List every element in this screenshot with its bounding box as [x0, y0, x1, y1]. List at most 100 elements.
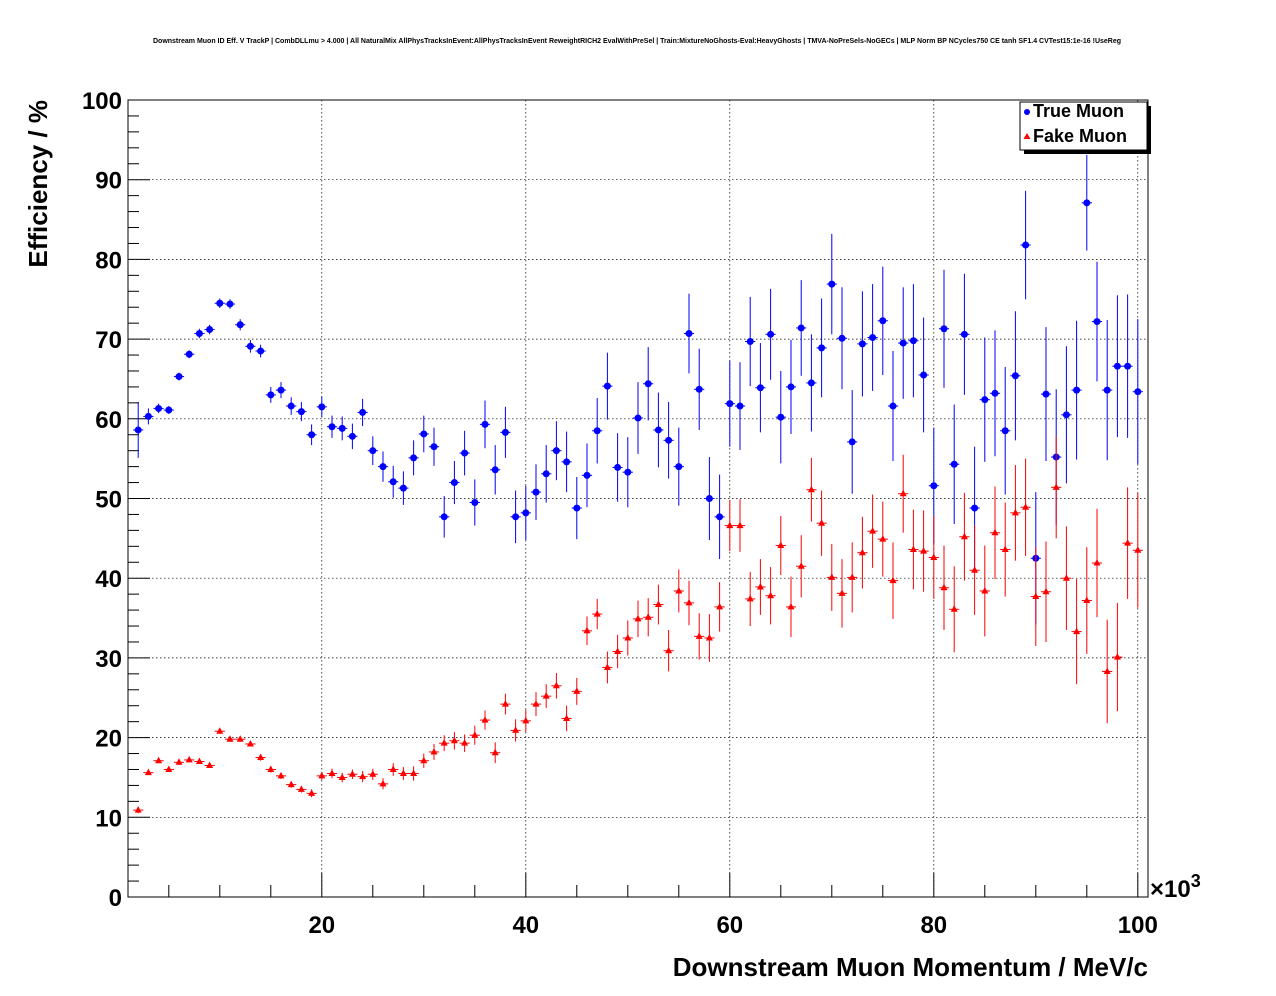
data-point	[765, 288, 776, 380]
data-point	[469, 725, 480, 745]
marker-circle	[1103, 386, 1111, 394]
data-point	[224, 735, 236, 742]
data-point	[275, 382, 287, 399]
marker-circle	[767, 330, 775, 338]
grid-lines	[128, 100, 1148, 897]
marker-circle	[461, 449, 469, 457]
marker-triangle	[501, 700, 509, 707]
marker-circle	[909, 337, 917, 345]
marker-triangle	[512, 726, 520, 733]
data-point	[887, 542, 899, 619]
data-point	[530, 692, 542, 717]
data-point	[428, 427, 440, 466]
data-point	[826, 543, 837, 611]
data-point	[632, 382, 644, 454]
data-point	[1071, 320, 1082, 460]
data-point	[816, 298, 827, 398]
marker-triangle	[879, 535, 887, 542]
data-point	[214, 298, 225, 309]
marker-triangle	[216, 727, 224, 734]
marker-triangle	[960, 532, 968, 540]
data-point	[724, 500, 735, 552]
data-point	[357, 771, 368, 783]
data-point	[1112, 602, 1123, 712]
marker-circle	[971, 504, 979, 512]
marker-triangle	[226, 735, 234, 742]
marker-triangle	[920, 547, 928, 554]
marker-triangle	[328, 769, 336, 776]
marker-triangle	[858, 548, 866, 556]
data-point	[785, 576, 797, 638]
marker-triangle	[899, 489, 907, 497]
data-point	[714, 582, 725, 632]
marker-triangle	[389, 765, 397, 772]
data-point	[663, 402, 674, 479]
marker-triangle	[471, 731, 479, 738]
data-point	[632, 600, 644, 638]
data-point	[357, 398, 368, 426]
data-point	[867, 284, 878, 391]
data-point	[683, 293, 695, 374]
marker-triangle	[971, 566, 979, 573]
marker-triangle	[308, 789, 316, 796]
marker-triangle	[981, 586, 989, 594]
marker-triangle	[1113, 653, 1121, 660]
data-point	[296, 402, 307, 422]
data-point	[194, 328, 205, 339]
marker-triangle	[359, 772, 367, 780]
data-point	[1102, 319, 1113, 461]
data-point	[265, 386, 276, 403]
marker-circle	[991, 389, 999, 397]
data-point	[224, 299, 236, 309]
marker-triangle	[206, 761, 214, 768]
data-point	[949, 404, 960, 525]
marker-circle	[583, 471, 591, 479]
marker-triangle	[1103, 667, 1111, 674]
data-point	[989, 486, 1001, 579]
marker-circle	[1134, 388, 1142, 396]
data-point	[887, 351, 899, 462]
data-point	[643, 347, 654, 421]
marker-circle	[501, 428, 509, 436]
data-point	[204, 324, 215, 335]
x-exponent-label: ×103	[1150, 871, 1201, 903]
data-point	[959, 273, 970, 395]
data-point	[765, 567, 776, 625]
marker-circle	[950, 460, 958, 468]
marker-circle	[736, 402, 744, 410]
marker-circle	[634, 414, 642, 422]
marker-triangle	[767, 591, 775, 599]
y-axis-title: Efficiency / %	[23, 100, 53, 268]
marker-circle	[410, 454, 418, 462]
marker-circle	[726, 400, 734, 408]
data-point	[173, 372, 185, 381]
data-point	[561, 431, 572, 493]
y-tick-label: 30	[95, 646, 122, 673]
marker-circle	[818, 344, 826, 352]
marker-triangle	[236, 735, 244, 742]
marker-triangle	[491, 748, 499, 756]
data-point	[143, 768, 154, 776]
x-exponent-base: ×10	[1150, 876, 1191, 903]
data-point	[510, 719, 521, 742]
marker-circle	[481, 420, 489, 428]
marker-circle	[246, 342, 254, 350]
data-point	[408, 766, 419, 781]
data-point	[1030, 547, 1041, 646]
marker-triangle	[1093, 559, 1101, 566]
data-point	[449, 461, 460, 505]
data-point	[918, 510, 929, 592]
marker-triangle	[399, 769, 407, 776]
data-point	[153, 756, 164, 764]
y-tick-label: 10	[95, 805, 122, 832]
marker-triangle	[267, 765, 275, 772]
marker-triangle	[705, 633, 713, 641]
marker-circle	[226, 300, 234, 308]
marker-triangle	[1022, 503, 1030, 510]
marker-circle	[185, 350, 193, 358]
data-point	[745, 296, 756, 387]
data-point	[857, 291, 868, 397]
marker-triangle	[134, 806, 142, 813]
marker-circle	[1113, 362, 1121, 370]
y-tick-label: 50	[95, 487, 122, 514]
